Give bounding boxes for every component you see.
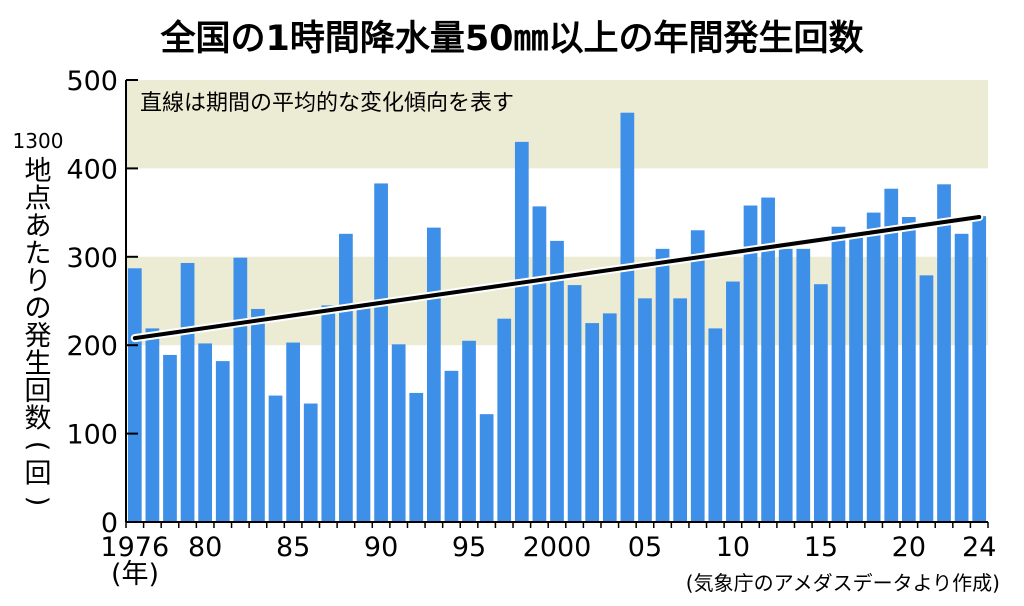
trend-line <box>132 215 982 341</box>
axes <box>125 79 989 528</box>
x-tick-label-1980: 80 <box>188 532 222 563</box>
bar-2012 <box>761 197 775 522</box>
bar-2002 <box>585 323 600 522</box>
bar-2015 <box>814 284 828 522</box>
bar-1998 <box>514 141 529 522</box>
bar-1994 <box>444 370 459 522</box>
bar-1976 <box>127 268 142 522</box>
bar-1996 <box>479 414 494 522</box>
bar-1983 <box>251 308 265 522</box>
y-tick-label-500: 500 <box>66 66 118 97</box>
bar-1988 <box>339 233 353 523</box>
x-tick-label-1985: 85 <box>276 532 310 563</box>
bar-1987 <box>321 305 336 522</box>
bar-2001 <box>567 285 582 522</box>
bar-2019 <box>884 188 899 522</box>
trend-annotation: 直線は期間の平均的な変化傾向を表す <box>140 91 514 116</box>
bar-1986 <box>303 403 318 522</box>
y-axis-label-char: 数 <box>25 404 52 435</box>
bar-2006 <box>655 248 670 522</box>
x-tick-label-2000: 2000 <box>523 532 592 563</box>
bar-2017 <box>849 234 863 522</box>
y-tick-label-300: 300 <box>66 243 118 274</box>
y-tick-label-0: 0 <box>101 508 118 539</box>
bar-2007 <box>673 298 688 522</box>
bar-2016 <box>831 226 846 522</box>
x-tick-label-2020: 20 <box>892 532 926 563</box>
bar-2024 <box>972 216 987 523</box>
bar-2014 <box>796 248 811 522</box>
bar-1995 <box>462 340 476 522</box>
bar-1991 <box>391 344 406 522</box>
chart-title: 全国の1時間降水量50㎜以上の年間発生回数 <box>159 18 863 59</box>
y-tick-label-400: 400 <box>66 154 118 185</box>
bar-1978 <box>163 354 177 522</box>
trend-line-group <box>130 213 984 343</box>
bar-1984 <box>268 395 283 522</box>
bar-1990 <box>374 183 388 523</box>
y-axis-label-char: り <box>25 266 52 297</box>
bar-1982 <box>233 257 248 522</box>
bar-1997 <box>497 318 512 522</box>
bar-2010 <box>726 281 740 522</box>
band-400-500 <box>126 80 988 169</box>
bar-2005 <box>638 298 652 522</box>
y-axis-label-char: 地 <box>25 156 52 187</box>
y-axis-label-char: ) <box>22 496 53 507</box>
bar-1989 <box>356 307 371 522</box>
bar-1985 <box>286 342 300 522</box>
bar-2023 <box>954 233 969 523</box>
bar-2020 <box>901 217 916 522</box>
bar-1999 <box>532 206 547 523</box>
y-axis-label-char: 回 <box>25 376 52 407</box>
y-axis-label-char: た <box>25 239 52 270</box>
bar-2018 <box>866 212 881 522</box>
bar-2022 <box>937 184 951 522</box>
y-axis-label-char: 発 <box>25 321 52 352</box>
x-tick-label-1995: 95 <box>452 532 486 563</box>
bar-1993 <box>426 227 441 523</box>
y-tick-labels: 0 100 200 300 400 500 <box>66 66 118 539</box>
y-axis-label-char: 回 <box>25 459 52 490</box>
y-axis-label-prefix: 1300 <box>13 129 64 153</box>
bar-2011 <box>743 205 758 522</box>
source-note: (気象庁のアメダスデータより作成) <box>686 571 1000 595</box>
bar-1979 <box>180 262 195 522</box>
y-tick-label-100: 100 <box>66 420 118 451</box>
x-axis-label: (年) <box>111 559 159 590</box>
bars <box>127 112 987 523</box>
bar-2013 <box>778 248 793 522</box>
bar-2009 <box>708 328 723 522</box>
x-tick-label-2015: 15 <box>804 532 838 563</box>
bar-2000 <box>550 240 564 522</box>
bar-2004 <box>620 112 635 522</box>
y-axis-label-char: 点 <box>25 184 52 215</box>
bar-2003 <box>602 313 617 522</box>
bar-1980 <box>198 343 213 522</box>
y-axis-label-char: ( <box>22 441 53 452</box>
bar-1992 <box>409 392 424 522</box>
x-tick-label-1976: 1976 <box>100 532 169 563</box>
x-tick-label-1990: 90 <box>364 532 398 563</box>
y-tick-label-200: 200 <box>66 331 118 362</box>
bar-1977 <box>145 328 160 522</box>
bar-2008 <box>690 230 705 522</box>
bar-2021 <box>919 275 934 522</box>
x-tick-labels: 1976 80 85 90 95 2000 05 10 15 20 24 <box>100 532 996 563</box>
y-axis-label-char: 生 <box>25 349 52 380</box>
y-axis-label-char: の <box>25 294 52 325</box>
x-tick-label-2010: 10 <box>716 532 750 563</box>
x-tick-label-2024: 24 <box>962 532 996 563</box>
bar-1981 <box>215 361 230 522</box>
y-axis-label-char: あ <box>25 211 52 242</box>
x-tick-label-2005: 05 <box>628 532 662 563</box>
